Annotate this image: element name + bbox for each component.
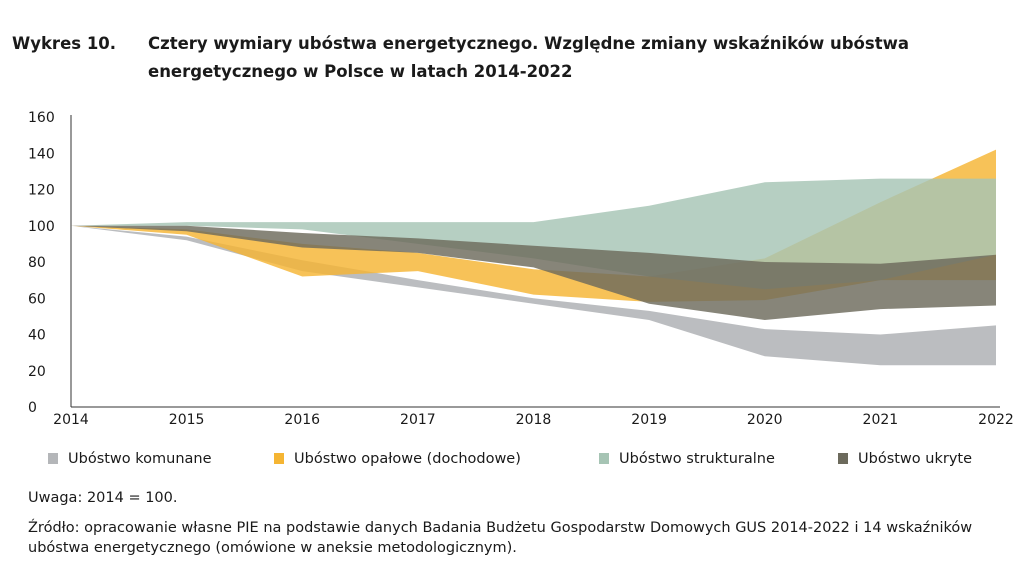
y-tick-label: 40 xyxy=(28,328,46,344)
y-tick-labels: 0 20 40 60 80 100 120 140 160 xyxy=(28,110,55,416)
legend-label: Ubóstwo ukryte xyxy=(858,451,973,467)
x-tick-label: 2016 xyxy=(284,412,320,428)
legend-label: Ubóstwo strukturalne xyxy=(619,451,775,467)
chart-axes xyxy=(70,115,1000,408)
legend-swatch xyxy=(48,453,58,464)
legend-item-opalowe: Ubóstwo opałowe (dochodowe) xyxy=(274,451,521,467)
series-areas xyxy=(71,149,996,366)
chart-number: Wykres 10. xyxy=(12,34,117,53)
x-tick-label: 2014 xyxy=(53,412,89,428)
legend-label: Ubóstwo opałowe (dochodowe) xyxy=(294,451,521,467)
chart-source: Źródło: opracowanie własne PIE na podsta… xyxy=(28,520,973,556)
x-tick-labels: 2014 2015 2016 2017 2018 2019 2020 2021 2022 xyxy=(53,412,1014,428)
y-tick-label: 60 xyxy=(28,291,46,307)
y-tick-label: 80 xyxy=(28,255,46,271)
y-tick-label: 100 xyxy=(28,219,55,235)
x-tick-label: 2018 xyxy=(516,412,552,428)
x-tick-label: 2015 xyxy=(169,412,205,428)
series-area-4 xyxy=(71,225,996,320)
series-area-3 xyxy=(71,178,996,290)
legend-swatch xyxy=(599,453,609,464)
y-tick-label: 0 xyxy=(28,400,37,416)
legend-item-strukturalne: Ubóstwo strukturalne xyxy=(599,451,775,467)
legend-label: Ubóstwo komunane xyxy=(68,451,212,467)
y-tick-label: 140 xyxy=(28,146,55,162)
y-tick-label: 20 xyxy=(28,364,46,380)
y-tick-label: 160 xyxy=(28,110,55,126)
x-tick-label: 2017 xyxy=(400,412,436,428)
x-tick-label: 2019 xyxy=(631,412,667,428)
legend-swatch xyxy=(274,453,284,464)
x-tick-label: 2021 xyxy=(863,412,899,428)
chart-title-text: Cztery wymiary ubóstwa energetycznego. W… xyxy=(148,34,909,81)
legend-item-ukryte: Ubóstwo ukryte xyxy=(838,451,972,467)
x-tick-label: 2020 xyxy=(747,412,783,428)
legend-item-komunalne: Ubóstwo komunane xyxy=(48,451,212,467)
chart-note: Uwaga: 2014 = 100. xyxy=(28,490,178,506)
legend-swatch xyxy=(838,453,848,464)
x-tick-label: 2022 xyxy=(978,412,1014,428)
y-tick-label: 120 xyxy=(28,183,55,199)
